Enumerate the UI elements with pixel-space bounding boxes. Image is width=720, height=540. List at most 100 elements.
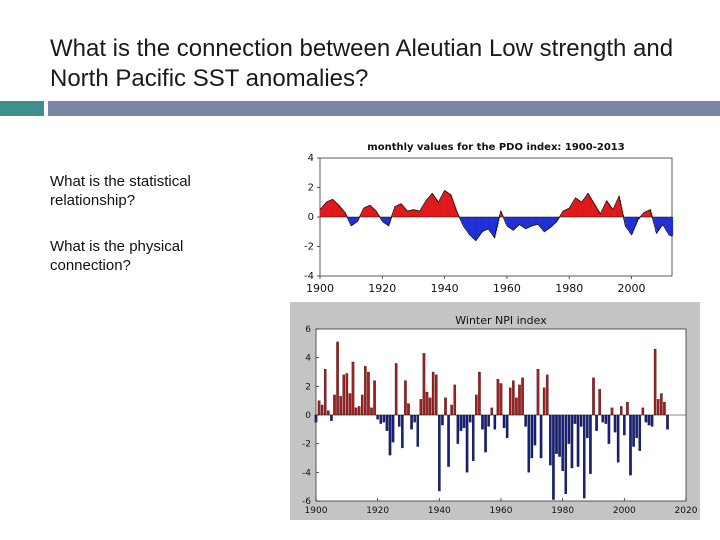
pdo-bar	[376, 212, 378, 217]
pdo-bar	[623, 217, 625, 219]
pdo-bar	[496, 217, 498, 232]
pdo-bar	[391, 216, 393, 217]
pdo-bar	[446, 192, 449, 217]
pdo-bar	[468, 217, 470, 234]
npi-chart: Winter NPI index 6 4 2 0 -2 -4 -6 1900 1920 1940…	[290, 302, 700, 520]
pdo-y-tick-label: -4	[304, 271, 314, 282]
npi-bar	[376, 414, 379, 420]
pdo-bar	[471, 217, 473, 237]
pdo-bar	[322, 206, 324, 217]
pdo-bar	[585, 196, 587, 217]
npi-bar	[502, 414, 506, 429]
pdo-bar	[392, 213, 394, 217]
pdo-bar	[410, 210, 412, 217]
pdo-bar	[644, 212, 646, 217]
pdo-bar	[483, 217, 485, 232]
pdo-bar	[473, 217, 475, 239]
pdo-bar	[355, 217, 357, 223]
pdo-bar	[581, 202, 583, 217]
pdo-bar	[427, 198, 429, 217]
pdo-y-tick-label: 4	[308, 153, 314, 164]
title-bar-accent	[0, 101, 44, 116]
pdo-bar	[643, 213, 645, 217]
pdo-bar	[381, 217, 383, 221]
pdo-bar	[354, 217, 356, 224]
pdo-bar	[665, 217, 667, 230]
pdo-bar	[400, 204, 402, 217]
pdo-bar	[614, 206, 616, 217]
pdo-bar	[531, 217, 533, 226]
pdo-bar	[474, 217, 476, 240]
pdo-bar	[481, 217, 484, 232]
pdo-bar	[579, 200, 581, 217]
pdo-bar	[365, 207, 367, 217]
pdo-bar	[371, 206, 373, 217]
pdo-bar	[575, 197, 577, 217]
npi-bar	[441, 414, 444, 426]
pdo-bar	[515, 217, 517, 229]
pdo-bar	[485, 217, 487, 231]
npi-bar	[425, 391, 429, 416]
npi-bar	[641, 407, 645, 416]
pdo-bar	[657, 217, 660, 232]
pdo-bar	[506, 217, 508, 225]
pdo-bar	[560, 214, 562, 217]
pdo-bar	[587, 193, 589, 217]
pdo-bar	[386, 217, 389, 225]
pdo-bar	[592, 201, 594, 217]
pdo-bar	[368, 205, 370, 217]
pdo-bar	[403, 206, 405, 217]
npi-bar	[496, 379, 500, 416]
pdo-bar	[551, 217, 553, 227]
pdo-bar	[344, 211, 346, 217]
pdo-bar	[612, 208, 614, 217]
pdo-bar	[552, 217, 554, 226]
pdo-bar	[672, 217, 674, 237]
npi-bar	[348, 393, 352, 416]
npi-y-axis: 6 4 2 0 -2 -4 -6	[302, 325, 319, 507]
npi-bar	[589, 414, 592, 474]
pdo-bar	[594, 203, 596, 217]
pdo-bar	[455, 208, 457, 217]
npi-bar	[576, 414, 580, 467]
pdo-bar	[416, 210, 418, 217]
pdo-bar	[393, 209, 396, 217]
pdo-bar	[513, 217, 515, 231]
npi-bar	[317, 400, 321, 416]
npi-bar	[428, 397, 432, 416]
pdo-bar	[604, 205, 606, 217]
pdo-bar	[438, 202, 440, 217]
pdo-bar	[356, 217, 358, 222]
pdo-bar	[648, 210, 650, 217]
pdo-bar	[578, 200, 580, 217]
pdo-bar	[425, 202, 427, 217]
pdo-x-tick-label: 1980	[555, 282, 583, 295]
pdo-bar	[362, 209, 364, 217]
pdo-bar	[432, 194, 434, 217]
npi-bar	[555, 414, 558, 454]
pdo-bar	[492, 217, 494, 235]
pdo-bar	[521, 217, 523, 227]
pdo-bar	[496, 217, 498, 228]
pdo-bar	[541, 217, 544, 229]
pdo-bar	[477, 217, 479, 239]
npi-bar	[351, 361, 355, 416]
pdo-bar	[361, 213, 363, 217]
pdo-bars	[320, 190, 674, 241]
pdo-bar	[520, 217, 522, 225]
npi-x-tick-label: 2020	[675, 506, 698, 516]
pdo-bar	[394, 206, 396, 217]
pdo-bar	[562, 212, 564, 217]
pdo-bar	[662, 217, 664, 225]
npi-y-tick-label: 0	[305, 411, 311, 421]
pdo-bar	[574, 199, 576, 217]
pdo-bar	[631, 217, 633, 235]
pdo-bar	[453, 201, 455, 217]
pdo-bar	[420, 209, 422, 217]
npi-x-tick-label: 1940	[428, 506, 451, 516]
npi-bar	[490, 407, 494, 416]
pdo-bar	[478, 217, 480, 237]
pdo-y-tick-label: 2	[308, 183, 314, 194]
npi-bar	[444, 397, 447, 416]
npi-bar	[499, 383, 503, 416]
